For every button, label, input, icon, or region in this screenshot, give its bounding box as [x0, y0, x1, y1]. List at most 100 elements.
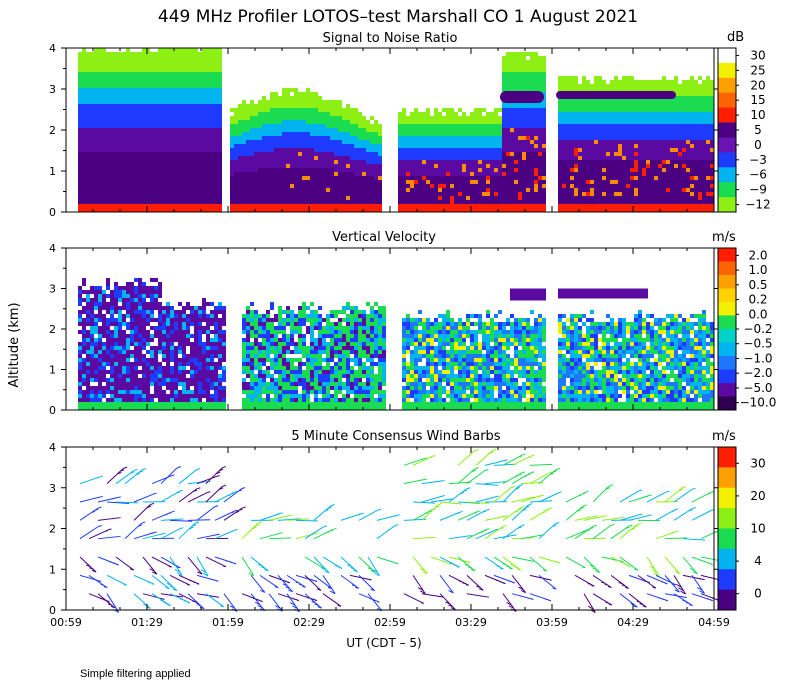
snr-cell [98, 60, 102, 64]
snr-cell [278, 184, 282, 188]
snr-cell [170, 204, 174, 208]
snr-cell [362, 204, 366, 208]
snr-cell [518, 84, 522, 88]
snr-cell [94, 132, 98, 136]
snr-cell [146, 80, 150, 84]
snr-cell [106, 208, 110, 212]
snr-cell [262, 184, 266, 188]
snr-cell [206, 136, 210, 140]
snr-cell [486, 124, 490, 128]
snr-cell [258, 100, 262, 104]
colorbar-swatch [718, 77, 736, 94]
snr-cell [142, 68, 146, 72]
snr-cell [542, 56, 546, 60]
snr-cell [574, 152, 578, 156]
snr-cell [434, 112, 438, 116]
snr-cell [578, 84, 582, 88]
snr-cell [442, 144, 446, 148]
snr-cell [594, 180, 598, 184]
snr-cell [78, 96, 82, 100]
snr-cell [294, 156, 298, 160]
snr-cell [658, 172, 662, 176]
snr-cell [238, 108, 242, 112]
snr-cell [578, 196, 582, 200]
snr-cell [134, 112, 138, 116]
snr-cell [478, 124, 482, 128]
snr-cell [502, 168, 506, 172]
snr-cell [150, 56, 154, 60]
snr-cell [666, 172, 670, 176]
snr-cell [618, 200, 622, 204]
snr-cell [694, 140, 698, 144]
snr-cell [498, 176, 502, 180]
snr-cell [686, 172, 690, 176]
snr-title: Signal to Noise Ratio [323, 31, 458, 46]
snr-cell [506, 76, 510, 80]
snr-cell [206, 52, 210, 56]
snr-cell [338, 148, 342, 152]
snr-cell [82, 184, 86, 188]
snr-cell [582, 76, 586, 80]
snr-cell [302, 172, 306, 176]
snr-cell [474, 168, 478, 172]
snr-cell [114, 200, 118, 204]
snr-cell [126, 136, 130, 140]
snr-cell [618, 120, 622, 124]
snr-cell [458, 160, 462, 164]
snr-cell [362, 120, 366, 124]
snr-cell [574, 200, 578, 204]
snr-cell [666, 112, 670, 116]
snr-cell [150, 188, 154, 192]
snr-cell [470, 180, 474, 184]
snr-cell [86, 180, 90, 184]
snr-cell [518, 192, 522, 196]
snr-cell [214, 172, 218, 176]
snr-cell [314, 188, 318, 192]
snr-cell [626, 108, 630, 112]
snr-cell [610, 164, 614, 168]
snr-cell [102, 184, 106, 188]
snr-cell [430, 128, 434, 132]
snr-cell [670, 140, 674, 144]
snr-cell [322, 188, 326, 192]
snr-cell [170, 168, 174, 172]
snr-cell [502, 176, 506, 180]
snr-cell [306, 152, 310, 156]
snr-cell [434, 156, 438, 160]
snr-cell [606, 140, 610, 144]
snr-cell [150, 108, 154, 112]
snr-cell [246, 104, 250, 108]
snr-cell [170, 184, 174, 188]
snr-cell [278, 208, 282, 212]
snr-cell [534, 188, 538, 192]
snr-cell [558, 84, 562, 88]
snr-cell [374, 192, 378, 196]
snr-cell [198, 152, 202, 156]
snr-cell [594, 204, 598, 208]
snr-cell [678, 180, 682, 184]
snr-cell [614, 160, 618, 164]
snr-cell [414, 120, 418, 124]
snr-cell [478, 152, 482, 156]
snr-cell [78, 168, 82, 172]
snr-cell [78, 196, 82, 200]
snr-cell [286, 184, 290, 188]
snr-cell [210, 48, 214, 52]
snr-cell [134, 168, 138, 172]
snr-cell [434, 120, 438, 124]
snr-elevated-layer [500, 91, 544, 104]
snr-cell [662, 184, 666, 188]
snr-cell [526, 140, 530, 144]
snr-cell [698, 120, 702, 124]
snr-cell [230, 188, 234, 192]
snr-cell [710, 168, 714, 172]
snr-cell [322, 176, 326, 180]
snr-cell [142, 172, 146, 176]
snr-cell [154, 152, 158, 156]
snr-cell [566, 168, 570, 172]
snr-cell [706, 172, 710, 176]
snr-cell [94, 96, 98, 100]
snr-cell [342, 156, 346, 160]
snr-cell [522, 184, 526, 188]
snr-cell [422, 200, 426, 204]
